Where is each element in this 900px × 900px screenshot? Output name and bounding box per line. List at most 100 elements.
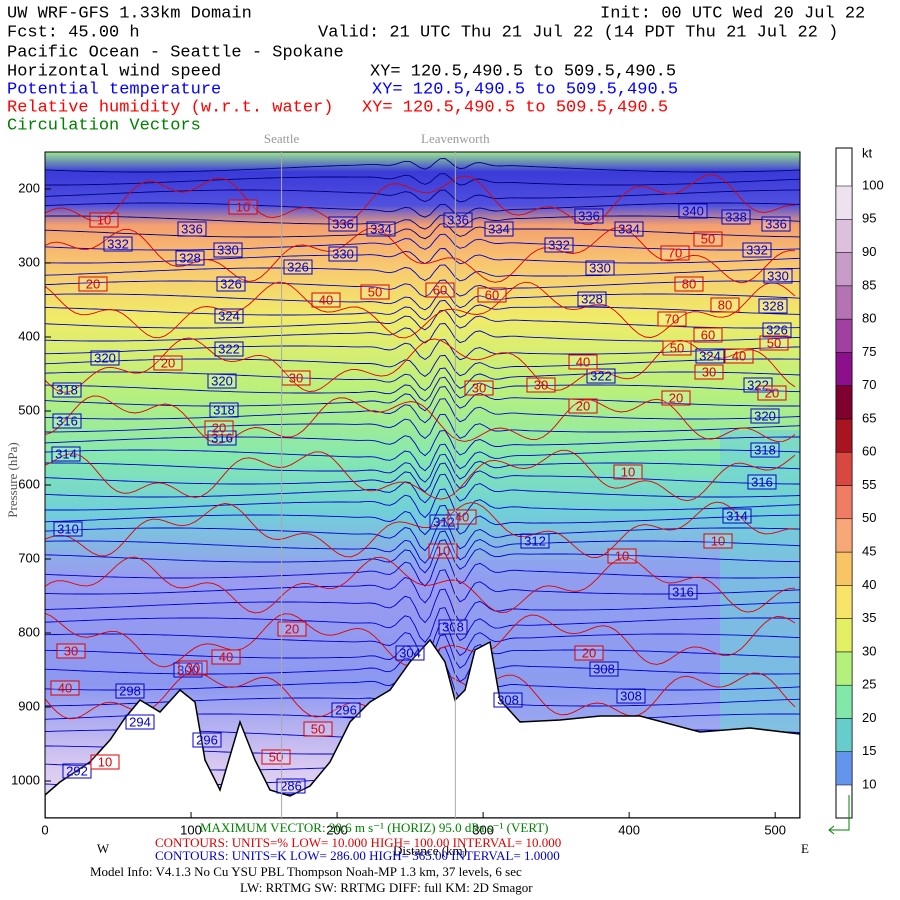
isentrope xyxy=(45,173,800,186)
contour-label: 296 xyxy=(196,732,218,747)
colorbar-label: 75 xyxy=(862,344,876,359)
colorbar-unit: kt xyxy=(862,145,873,160)
contour-label: 50 xyxy=(311,721,325,736)
y-axis-label: Pressure (hPa) xyxy=(5,442,20,517)
isentrope xyxy=(45,519,800,552)
contour-label-box xyxy=(331,702,361,718)
isentrope xyxy=(45,488,800,519)
contour-label-box xyxy=(763,268,793,284)
y-tick-label: 900 xyxy=(18,698,40,713)
contour-label: 336 xyxy=(332,216,354,231)
footer-text: CONTOURS: UNITS=K LOW= 286.00 HIGH= 365.… xyxy=(155,848,560,863)
isentrope xyxy=(45,223,800,240)
contour-label-box xyxy=(757,385,787,401)
contour-label: 20 xyxy=(86,276,100,291)
contour-label-box xyxy=(276,778,306,794)
contour-label-box xyxy=(761,216,791,232)
contour-label: 330 xyxy=(767,268,789,283)
contour-label: 324 xyxy=(218,308,240,323)
contour-label: 326 xyxy=(220,276,242,291)
contour-label: 332 xyxy=(548,237,570,252)
contour-label: 50 xyxy=(670,340,684,355)
colorbar-label: 35 xyxy=(862,610,876,625)
contour-label: 70 xyxy=(668,245,682,260)
contour-label: 30 xyxy=(289,370,303,385)
contour-label-box xyxy=(62,763,92,779)
contour-label-box xyxy=(428,543,458,559)
isentrope xyxy=(45,339,800,361)
isentrope xyxy=(45,202,800,218)
contour-label-box xyxy=(668,584,698,600)
contour-label-box xyxy=(204,420,234,436)
contour-label-box xyxy=(228,199,258,215)
contour-label: 30 xyxy=(186,660,200,675)
contour-label: 50 xyxy=(368,284,382,299)
contour-label: 316 xyxy=(56,413,78,428)
field-name: Horizontal wind speed xyxy=(7,62,221,81)
contour-label-box xyxy=(544,237,574,253)
west-label: W xyxy=(97,841,110,856)
footer-text: LW: RRTMG SW: RRTMG DIFF: full KM: 2D Sm… xyxy=(240,880,533,895)
contour-label-box xyxy=(115,683,145,699)
colorbar-label: 15 xyxy=(862,743,876,758)
colorbar-swatch xyxy=(835,485,853,520)
contour-label-box xyxy=(574,645,604,661)
header-text: Pacific Ocean - Seattle - Spokane xyxy=(7,43,344,62)
contour-label-box xyxy=(464,380,494,396)
contour-label: 326 xyxy=(766,322,788,337)
isentrope xyxy=(45,376,800,402)
contour-label: 322 xyxy=(747,377,769,392)
contour-label-box xyxy=(52,413,82,429)
contour-label: 40 xyxy=(732,348,746,363)
contour-label: 20 xyxy=(669,390,683,405)
contour-label-box xyxy=(261,749,291,765)
contour-label: 70 xyxy=(665,311,679,326)
contour-label: 10 xyxy=(236,199,250,214)
contour-label: 50 xyxy=(767,335,781,350)
contour-label-box xyxy=(750,442,780,458)
y-tick-label: 600 xyxy=(18,476,40,491)
isentrope xyxy=(45,443,800,472)
contour-label: 50 xyxy=(701,231,715,246)
contour-label: 40 xyxy=(319,292,333,307)
colorbar-swatch xyxy=(835,618,853,653)
contour-label-box xyxy=(742,242,772,258)
contour-label: 314 xyxy=(726,508,748,523)
contour-label: 330 xyxy=(217,242,239,257)
contour-label-box xyxy=(125,714,155,730)
isentrope xyxy=(45,233,800,251)
isentrope xyxy=(45,430,800,457)
y-tick-label: 400 xyxy=(18,328,40,343)
contour-label: 10 xyxy=(436,543,450,558)
isentrope xyxy=(45,552,800,587)
contour-label-box xyxy=(51,446,81,462)
contour-label: 60 xyxy=(701,327,715,342)
x-axis-label: Distance (km) xyxy=(393,843,467,858)
contour-label: 320 xyxy=(211,373,233,388)
isentrope xyxy=(45,158,800,173)
isentrope xyxy=(45,413,800,439)
contour-label: 50 xyxy=(269,749,283,764)
colorbar-label: 25 xyxy=(862,677,876,692)
colorbar-label: 45 xyxy=(862,543,876,558)
x-tick-label: 0 xyxy=(41,822,48,837)
contour-label: 40 xyxy=(58,680,72,695)
contour-label: 336 xyxy=(578,208,600,223)
colorbar-label: 90 xyxy=(862,244,876,259)
contour-label: 40 xyxy=(576,354,590,369)
contour-label-box xyxy=(53,521,83,537)
isentrope xyxy=(45,264,800,282)
contour-label-box xyxy=(395,645,425,661)
colorbar-label: 80 xyxy=(862,311,876,326)
contour-label-box xyxy=(177,221,207,237)
y-tick-label: 200 xyxy=(18,180,40,195)
contour-label-box xyxy=(694,364,724,380)
isentrope xyxy=(45,473,800,504)
isentrope xyxy=(45,607,800,643)
isentrope xyxy=(45,569,800,604)
contour-label: 40 xyxy=(219,649,233,664)
contour-label: 292 xyxy=(66,763,88,778)
contour-label: 334 xyxy=(618,221,640,236)
contour-label-box xyxy=(750,408,780,424)
east-label: E xyxy=(801,841,809,856)
